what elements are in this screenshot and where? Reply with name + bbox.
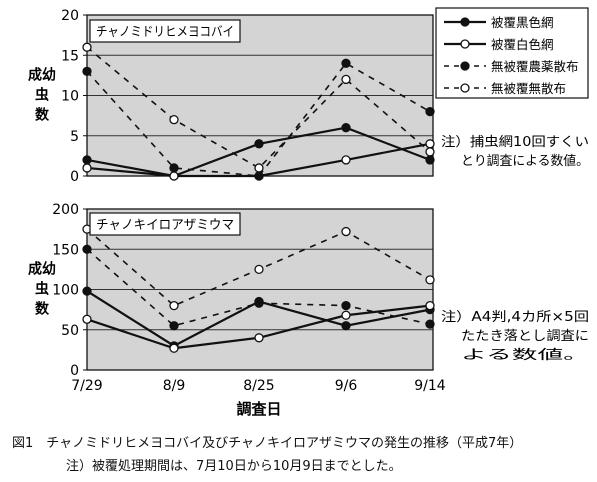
- data-point: [82, 42, 92, 52]
- y-tick-label: 10: [61, 89, 79, 105]
- data-point: [169, 163, 179, 173]
- data-point: [425, 106, 435, 117]
- y-axis-label-line: 数: [35, 301, 50, 318]
- data-point: [425, 139, 435, 149]
- data-point: [254, 171, 264, 181]
- chart-title-box: [89, 212, 241, 236]
- x-tick-label: 8/9: [163, 378, 186, 394]
- data-point: [341, 300, 351, 311]
- data-point: [254, 163, 264, 173]
- x-tick-label: 9/6: [335, 378, 358, 394]
- y-axis-label-line: 成幼: [28, 261, 56, 278]
- legend-label: 無被覆無散布: [491, 81, 566, 96]
- data-point: [341, 74, 351, 85]
- series-line: [86, 46, 431, 169]
- x-axis-label: 調査日: [236, 400, 281, 418]
- data-point: [82, 155, 92, 165]
- legend-label: 被覆黒色網: [491, 15, 554, 30]
- chart-note: たたき落とし調査に: [461, 329, 589, 344]
- legend-label: 被覆白色網: [491, 37, 554, 52]
- chart-note: とり調査による数値。: [461, 153, 589, 169]
- data-point: [425, 319, 435, 329]
- figure-caption-note: 注）被覆処理期間は、7月10日から10月9日までとした。: [66, 459, 402, 474]
- data-point: [425, 275, 435, 285]
- data-point: [341, 321, 351, 331]
- data-point: [341, 155, 351, 165]
- chart-title: チャノキイロアザミウマ: [96, 218, 234, 233]
- y-tick-label: 0: [70, 363, 79, 379]
- legend-swatch-marker: [460, 61, 470, 71]
- chart-title-box: [89, 19, 241, 43]
- data-point: [169, 321, 179, 331]
- chart-note: 注）捕虫網10回すくい: [441, 134, 589, 150]
- legend-swatch-marker: [460, 39, 470, 49]
- x-tick-label: 8/25: [243, 378, 274, 394]
- legend-swatch-marker: [460, 17, 470, 27]
- y-axis-label-line: 数: [35, 107, 50, 124]
- data-point: [254, 264, 264, 275]
- legend-swatch-marker: [460, 83, 470, 93]
- y-axis-label-line: 虫: [35, 281, 49, 298]
- data-point: [425, 155, 435, 165]
- data-point: [169, 115, 179, 125]
- data-point: [341, 310, 351, 320]
- series-line: [86, 62, 431, 177]
- data-point: [341, 123, 351, 133]
- data-point: [82, 286, 92, 296]
- data-point: [169, 171, 179, 181]
- chart-note: 注）A4判,4カ所×5回: [441, 310, 589, 325]
- y-axis-label-line: 成幼: [28, 67, 56, 84]
- x-tick-label: 7/29: [71, 378, 102, 394]
- data-point: [254, 333, 264, 343]
- x-axis: 7/29 8/9 8/25 9/6 9/14 調査日: [71, 378, 446, 418]
- data-point: [425, 300, 435, 311]
- data-point: [254, 139, 264, 149]
- y-tick-label: 150: [52, 242, 79, 258]
- y-tick-label: 15: [61, 48, 79, 64]
- chart-note: よる数値。: [461, 347, 589, 363]
- y-tick-label: 0: [70, 169, 79, 185]
- y-axis-label-line: 虫: [35, 87, 49, 104]
- data-point: [82, 314, 92, 324]
- y-tick-label: 50: [61, 323, 79, 339]
- figure-caption: 図1 チャノミドリヒメヨコバイ及びチャノキイロアザミウマの発生の推移（平成7年）: [12, 436, 523, 451]
- data-point: [82, 163, 92, 173]
- data-point: [169, 300, 179, 311]
- chart-title: チャノミドリヒメヨコバイ: [96, 25, 234, 40]
- data-point: [425, 147, 435, 157]
- x-tick-label: 9/14: [414, 378, 446, 394]
- legend-label: 無被覆農薬散布: [491, 59, 579, 74]
- y-tick-label: 100: [52, 283, 79, 299]
- y-tick-label: 20: [61, 8, 79, 24]
- data-point: [82, 66, 92, 76]
- y-tick-label: 200: [52, 202, 79, 218]
- data-point: [341, 58, 351, 68]
- data-point: [82, 244, 92, 254]
- data-point: [341, 226, 351, 237]
- data-point: [169, 343, 179, 353]
- series-line: [86, 248, 431, 327]
- data-point: [254, 298, 264, 308]
- y-tick-label: 5: [70, 129, 79, 145]
